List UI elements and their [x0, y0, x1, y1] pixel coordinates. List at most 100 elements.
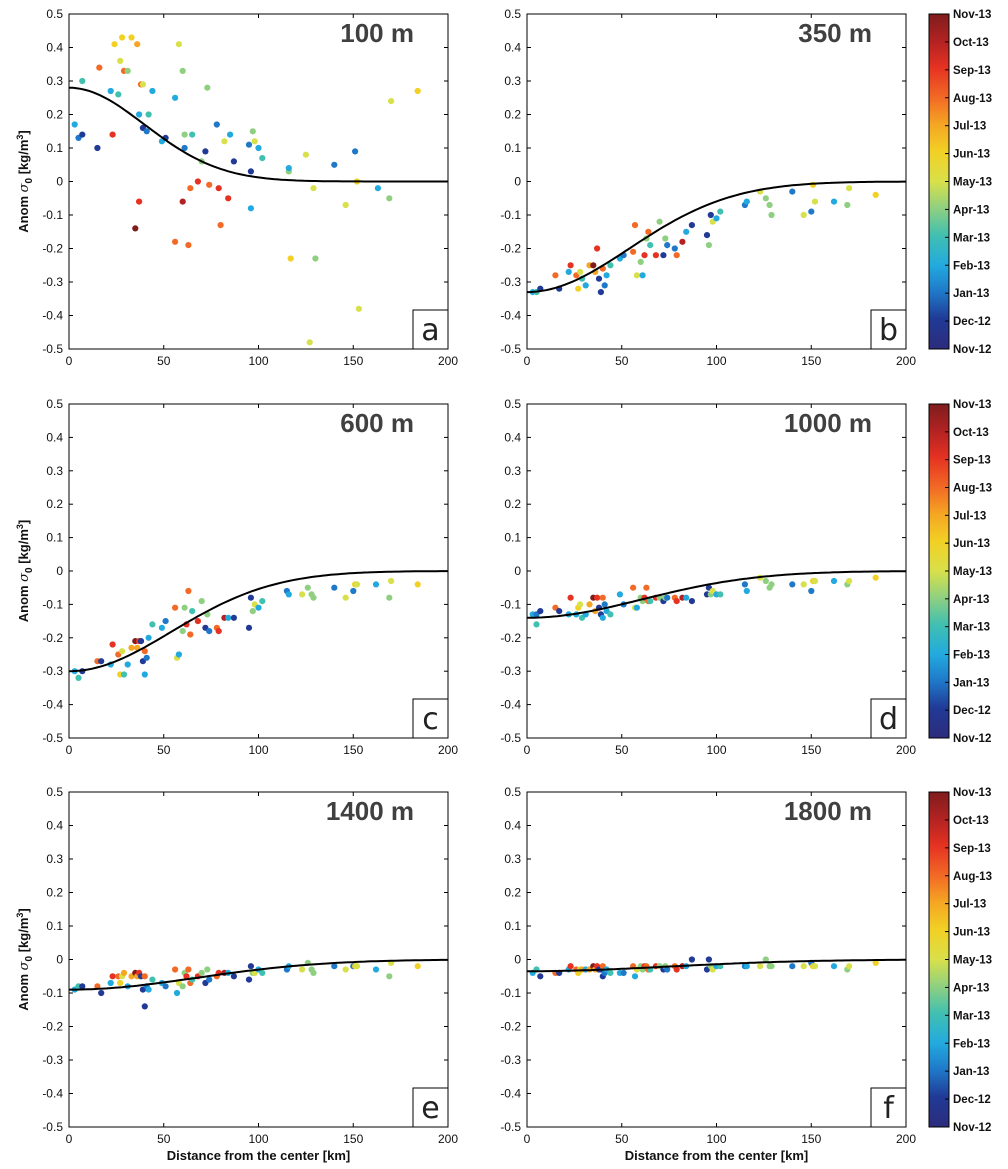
data-point	[717, 591, 724, 598]
data-point	[79, 77, 86, 85]
data-point	[96, 64, 103, 71]
colorbar-label: Mar-13	[953, 1010, 990, 1022]
data-point	[107, 87, 114, 95]
y-tick-label: 0.4	[504, 819, 521, 833]
data-point	[124, 67, 131, 74]
panel-letter-box	[412, 698, 449, 739]
data-point	[656, 218, 663, 225]
scatter-points	[529, 956, 879, 980]
x-tick-label: 0	[524, 354, 531, 368]
data-point	[247, 205, 254, 212]
panel-c: -0.5 -0.4 -0.3 -0.2 -0.1 0 0.1 0.2 0.3 0.4 0.5 0 50 1…	[15, 397, 458, 757]
data-point	[310, 185, 317, 192]
data-point	[388, 577, 395, 585]
data-point	[683, 228, 690, 235]
colorbar-label: Jun-13	[953, 149, 990, 161]
data-point	[630, 248, 637, 255]
data-point	[172, 966, 179, 973]
data-point	[71, 121, 78, 128]
data-point	[162, 618, 169, 625]
data-point	[717, 208, 724, 215]
depth-label: 1800 m	[784, 796, 872, 826]
y-tick-label: -0.2	[500, 1020, 521, 1034]
data-point	[830, 577, 838, 585]
data-point	[620, 969, 627, 977]
data-point	[158, 624, 165, 631]
data-point	[647, 598, 654, 605]
data-point	[372, 966, 380, 973]
y-tick-label: 0.1	[504, 531, 521, 545]
x-tick-label: 200	[896, 743, 916, 757]
data-point	[141, 671, 148, 678]
y-tick-label: 0.1	[46, 531, 63, 545]
y-tick-label: 0.3	[46, 464, 63, 478]
x-tick-label: 150	[343, 743, 363, 757]
data-point	[312, 255, 319, 262]
y-tick-label: -0.4	[42, 1087, 63, 1101]
data-point	[119, 34, 126, 41]
colorbar-label: Jul-13	[953, 899, 986, 911]
data-point	[800, 211, 807, 219]
panel-letter: d	[879, 702, 898, 737]
x-tick-label: 0	[66, 1132, 73, 1146]
panel-e: -0.5 -0.4 -0.3 -0.2 -0.1 0 0.1 0.2 0.3 0.4 0.5 0 50 1…	[15, 785, 458, 1163]
y-tick-label: -0.3	[500, 1053, 521, 1067]
y-tick-label: -0.4	[500, 1087, 521, 1101]
data-point	[221, 138, 228, 145]
data-point	[185, 242, 192, 249]
y-tick-label: 0	[514, 564, 521, 578]
data-point	[128, 34, 135, 41]
data-point	[688, 222, 696, 229]
y-tick-label: -0.4	[500, 309, 521, 323]
data-point	[567, 963, 574, 970]
data-point	[586, 601, 593, 608]
fit-curve	[69, 958, 448, 991]
data-point	[149, 87, 156, 95]
plot-frame	[68, 791, 449, 1128]
data-point	[187, 185, 194, 192]
x-tick-label: 100	[248, 743, 268, 757]
colorbar-label: Dec-12	[953, 316, 991, 328]
data-point	[577, 268, 584, 275]
x-tick-label: 50	[157, 354, 171, 368]
y-tick-label: -0.1	[500, 208, 521, 222]
data-point	[342, 201, 349, 209]
colorbar-label: Aug-13	[953, 871, 992, 883]
y-tick-label: 0.4	[46, 430, 63, 444]
data-point	[671, 245, 678, 252]
y-tick-label: 0.1	[504, 919, 521, 933]
y-tick-label: 0.3	[504, 74, 521, 88]
data-point	[230, 614, 237, 621]
data-point	[601, 282, 608, 289]
y-tick-label: -0.1	[42, 986, 63, 1000]
y-tick-label: -0.2	[500, 631, 521, 645]
colorbar-label: Feb-13	[953, 260, 990, 272]
data-point	[743, 198, 750, 205]
colorbar-label: Jun-13	[953, 927, 990, 939]
x-tick-label: 100	[248, 1132, 268, 1146]
y-tick-label: -0.5	[42, 731, 63, 745]
data-point	[299, 591, 306, 598]
data-point	[145, 111, 152, 118]
y-axis-label: Anom σ0 [kg/m3]	[15, 908, 35, 1011]
x-tick-label: 150	[801, 743, 821, 757]
data-point	[599, 594, 606, 601]
y-tick-label: -0.1	[500, 597, 521, 611]
data-point	[206, 181, 213, 188]
y-tick-label: 0.2	[504, 108, 521, 122]
data-point	[683, 594, 690, 601]
colorbar-label: Nov-12	[953, 1122, 991, 1134]
y-tick-label: -0.1	[42, 208, 63, 222]
data-point	[846, 577, 853, 585]
data-point	[872, 574, 879, 581]
data-point	[331, 161, 338, 168]
data-point	[183, 973, 190, 980]
y-tick-label: 0.1	[46, 919, 63, 933]
data-point	[109, 131, 116, 138]
data-point	[872, 191, 879, 198]
y-tick-label: 0.5	[46, 785, 63, 799]
x-axis-label: Distance from the center [km]	[625, 1148, 809, 1163]
data-point	[342, 966, 349, 973]
data-point	[844, 201, 851, 209]
